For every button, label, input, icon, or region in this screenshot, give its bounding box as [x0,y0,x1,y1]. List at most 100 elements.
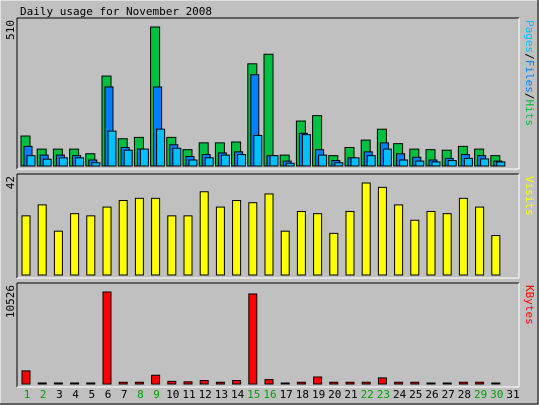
pages-bar-25 [415,160,425,167]
pages-bar-23 [382,148,392,167]
x-tick-label-23: 23 [377,388,390,401]
x-tick-label-8: 8 [137,388,144,401]
kbytes-bar-30 [491,382,501,385]
visits-bar-1 [21,215,31,276]
kbytes-bar-2 [37,382,47,385]
pages-bar-28 [463,157,473,167]
x-tick-label-27: 27 [442,388,455,401]
x-tick-label-1: 1 [24,388,31,401]
pages-bar-10 [172,147,182,167]
kbytes-bar-4 [70,382,80,385]
visits-bar-25 [410,219,420,276]
panel-top-ymax-label: 510 [4,20,17,40]
pages-bar-15 [253,134,263,167]
x-tick-label-24: 24 [393,388,407,401]
legend-visits-label: Visits [523,176,536,216]
pages-bar-18 [301,134,311,167]
kbytes-bar-6 [102,291,112,385]
visits-bar-26 [426,210,436,276]
panel-middle-legend: Visits [523,176,536,216]
visits-bar-7 [118,200,128,276]
x-tick-label-5: 5 [88,388,95,401]
x-tick-label-28: 28 [458,388,471,401]
visits-bar-5 [86,215,96,276]
kbytes-bar-27 [442,382,452,385]
kbytes-bar-17 [280,382,290,385]
visits-bar-18 [296,210,306,276]
panel-top-legend: Pages/Files/Hits [523,20,536,126]
x-tick-label-15: 15 [247,388,260,401]
visits-bar-27 [442,213,452,276]
pages-bar-3 [58,157,68,167]
kbytes-bar-5 [86,382,96,385]
visits-bar-16 [264,193,274,276]
visits-bar-8 [134,197,144,276]
pages-bar-7 [123,149,133,167]
pages-bar-12 [204,157,214,167]
hits-bar-16 [263,53,274,167]
x-tick-label-2: 2 [40,388,47,401]
kbytes-bar-8 [134,381,144,385]
chart-title: Daily usage for November 2008 [20,5,212,18]
x-tick-label-19: 19 [312,388,325,401]
pages-bar-26 [431,161,441,167]
pages-bar-6 [107,130,117,167]
kbytes-bar-10 [167,380,177,385]
kbytes-bar-26 [426,382,436,385]
kbytes-bar-20 [329,381,339,385]
pages-bar-29 [480,158,490,167]
pages-bar-19 [318,154,328,167]
kbytes-bar-11 [183,381,193,385]
pages-bar-22 [366,155,376,167]
visits-bar-11 [183,215,193,276]
x-tick-label-18: 18 [296,388,309,401]
pages-bar-11 [188,159,198,167]
kbytes-bar-29 [475,381,485,385]
kbytes-bar-16 [264,379,274,385]
pages-bar-1 [26,155,36,167]
visits-bar-22 [361,182,371,276]
visits-bar-6 [102,206,112,276]
visits-bar-4 [70,213,80,276]
x-tick-label-4: 4 [72,388,79,401]
kbytes-bar-28 [458,381,468,385]
visits-bar-29 [475,206,485,276]
visits-bar-24 [394,204,404,276]
x-tick-label-22: 22 [361,388,374,401]
x-tick-label-26: 26 [425,388,438,401]
visits-bar-30 [491,235,501,276]
kbytes-bar-25 [410,381,420,385]
panel-bottom-ymax-label: 10526 [4,285,17,318]
pages-bar-20 [334,162,344,167]
pages-bar-8 [139,148,149,167]
visits-bar-23 [377,186,387,276]
x-tick-label-9: 9 [153,388,160,401]
pages-bar-24 [399,159,409,167]
kbytes-bar-7 [118,381,128,385]
kbytes-bar-22 [361,381,371,385]
kbytes-bar-24 [394,381,404,385]
legend-separator-label: / [523,93,536,100]
x-tick-label-21: 21 [344,388,357,401]
kbytes-bar-9 [151,374,161,385]
kbytes-bar-3 [53,382,63,385]
pages-bar-17 [285,162,295,167]
visits-bar-20 [329,232,339,276]
kbytes-bar-23 [377,377,387,385]
visits-bar-13 [215,206,225,276]
visits-bar-9 [151,197,161,276]
kbytes-bar-1 [21,370,31,385]
pages-bar-4 [75,157,85,167]
x-tick-label-29: 29 [474,388,487,401]
visits-bar-28 [458,197,468,276]
visits-bar-19 [313,213,323,276]
pages-bar-13 [220,154,230,167]
kbytes-bar-19 [313,376,323,385]
x-tick-label-10: 10 [166,388,179,401]
x-tick-label-3: 3 [56,388,63,401]
pages-bar-9 [156,128,166,167]
x-tick-label-6: 6 [105,388,112,401]
legend-separator-label: / [523,53,536,60]
visits-bar-12 [199,191,209,276]
